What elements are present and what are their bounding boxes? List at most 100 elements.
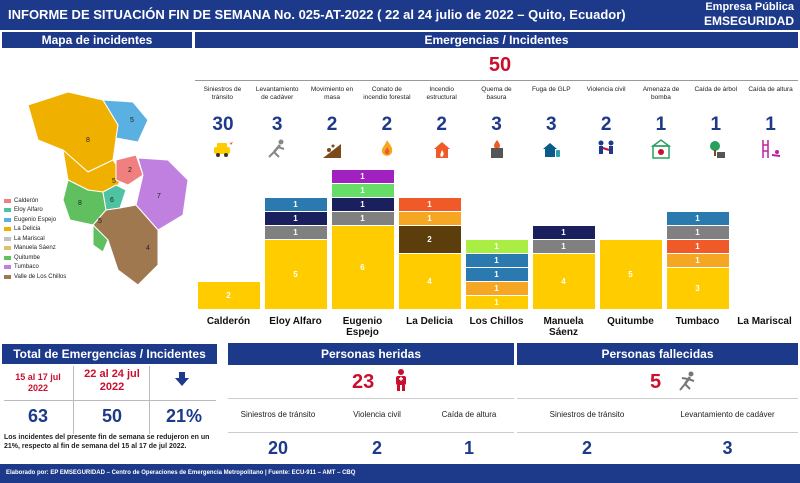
bar-category-label: Tumbaco [675,316,720,327]
fallen-person-icon [679,371,695,391]
category-label: Caída de altura [748,86,793,93]
map-label: 7 [157,193,161,200]
bar-category-label: La Delicia [406,316,453,327]
legend-swatch [4,246,11,251]
bar-segment: 1 [465,282,528,295]
bar-category-label: Eloy Alfaro [269,316,322,327]
injured-item-value: 1 [463,438,474,458]
legend-swatch [4,265,11,270]
legend-item: Quitumbe [4,253,94,263]
deceased-title: Personas fallecidas [517,343,798,365]
legend-label: Manuela Sáenz [14,245,56,252]
map-region-5 [135,157,189,231]
category-label: Amenaza de bomba [642,86,680,101]
bar-segment: 1 [465,240,528,253]
map-region-7 [102,184,127,211]
injured-item-value: 2 [371,438,382,458]
deceased-item-value: 2 [581,438,592,458]
bar-category-label: Calderón [206,316,251,327]
divider [517,398,798,399]
deceased-item-label: Levantamiento de cadáver [680,410,775,419]
bar-category-label: Manuela Sáenz [543,316,584,338]
legend-label: La Delicia [14,226,41,233]
legend-item: Calderón [4,196,94,206]
legend-item: La Mariscal [4,234,94,244]
curr-period: 22 al 24 jul 2022 [84,368,140,393]
divider [228,398,514,399]
injured-item-label: Violencia civil [353,410,401,419]
bar-segment: 1 [331,170,394,183]
category-count: 1 [655,114,667,135]
bar-category-label: La Mariscal [737,316,792,327]
category-count: 1 [710,114,722,135]
category-count: 3 [271,114,283,135]
legend-label: La Mariscal [14,235,45,242]
map-label: 6 [110,197,114,204]
legend-label: Quitumbe [14,254,41,261]
bar-segment: 1 [465,254,528,267]
emergencies-total: 50 [488,54,512,76]
legend-item: Eloy Alfaro [4,206,94,216]
arrow-down-icon [175,372,189,386]
injured-item-value: 20 [267,438,289,458]
category-label: Fuga de GLP [531,86,571,93]
legend-item: Manuela Sáenz [4,244,94,254]
body-icon [268,139,285,158]
bar-segment: 1 [532,240,595,253]
deceased-total: 5 [650,371,662,393]
legend-item: Tumbaco [4,263,94,273]
bar-segment: 1 [465,296,528,309]
bomb-icon [650,139,672,159]
bar-segment: 1 [264,212,327,225]
legend-swatch [4,274,11,279]
map-label: 5 [130,117,134,124]
bar-segment: 1 [532,226,595,239]
legend-item: La Delicia [4,225,94,235]
legend-swatch [4,198,11,203]
category-count: 2 [326,114,338,135]
map-label: 5 [112,178,116,185]
bar-segment: 6 [331,226,394,309]
gas-leak-icon [543,143,561,157]
brand-line2: EMSEGURIDAD [703,14,794,28]
legend-label: Calderón [14,197,39,204]
bar-segment: 1 [666,226,729,239]
category-count: 3 [546,114,557,135]
injured-total: 23 [352,371,375,393]
category-count: 2 [600,114,612,135]
prev-value: 63 [27,406,49,426]
forest-fire-icon [381,140,393,156]
map-legend: Calderón Eloy Alfaro Eugenio Espejo La Deli… [4,196,94,282]
bar-segment: 5 [264,240,327,309]
bar-segment: 2 [197,282,260,309]
map-region-4 [115,154,144,186]
bar-segment: 1 [666,212,729,225]
incident-map: 8 5 2 5 7 8 6 5 4 [27,91,189,286]
totals-note: Los incidentes del presente fin de seman… [4,434,210,450]
bar-segment: 4 [398,254,461,309]
bar-segment: 1 [465,268,528,281]
landslide-icon [323,144,342,158]
injured-person-icon [396,369,406,391]
legend-swatch [4,255,11,260]
legend-swatch [4,236,11,241]
divider [517,432,798,433]
divider [195,80,798,81]
divider [228,432,514,433]
bar-segment: 1 [666,240,729,253]
category-label: Quema de basura [481,86,512,101]
category-label: Siniestros de tránsito [203,86,242,101]
tree-fall-icon [709,141,725,158]
category-count: 3 [491,114,502,135]
violence-icon [598,140,614,154]
brand-line1: Empresa Pública [705,1,794,13]
legend-label: Tumbaco [14,264,39,271]
divider [73,366,74,434]
bar-segment: 4 [532,254,595,309]
change-percent: 21% [165,406,203,426]
category-label: Levantamiento de cadáver [255,86,299,101]
map-region-2 [102,99,149,143]
house-fire-icon [433,142,450,158]
category-label: Violencia civil [586,86,626,93]
map-label: 8 [78,200,82,207]
